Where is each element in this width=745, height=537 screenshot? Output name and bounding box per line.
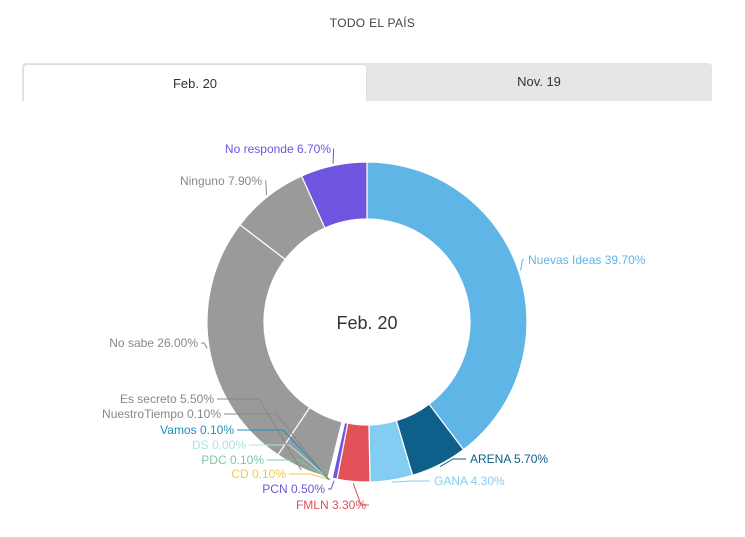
leader-line-pdc	[267, 459, 331, 481]
leader-line-vamos	[237, 429, 330, 480]
slice-labels: Nuevas Ideas 39.70% ARENA 5.70% GANA 4.30%…	[102, 142, 646, 512]
slice-label-es-secreto: Es secreto 5.50%	[120, 392, 214, 406]
tab-nov-19[interactable]: Nov. 19	[517, 74, 561, 89]
slice-label-vamos: Vamos 0.10%	[160, 423, 234, 437]
leader-line-no-responde	[332, 148, 335, 164]
donut-center-label: Feb. 20	[336, 313, 397, 333]
slice-label-pdc: PDC 0.10%	[201, 453, 264, 467]
slice-label-nuestrotiempo: NuestroTiempo 0.10%	[102, 407, 221, 421]
leader-line-nuevas-ideas	[520, 259, 524, 271]
leader-line-pcn	[328, 480, 335, 490]
leader-line-ds	[249, 444, 331, 481]
slice-label-ninguno: Ninguno 7.90%	[180, 174, 262, 188]
slice-label-no-sabe: No sabe 26.00%	[109, 336, 198, 350]
slice-label-gana: GANA 4.30%	[434, 474, 505, 488]
leader-line-es-secreto	[217, 398, 302, 471]
slice-label-arena: ARENA 5.70%	[470, 452, 548, 466]
leader-line-no-sabe	[201, 342, 208, 349]
leader-line-arena	[439, 458, 466, 468]
slice-label-ds: DS 0.00%	[192, 438, 246, 452]
slice-nuevas-ideas[interactable]	[366, 161, 528, 451]
leader-line-fmln	[352, 483, 369, 506]
slice-label-pcn: PCN 0.50%	[262, 482, 325, 496]
donut-slices	[206, 161, 528, 483]
slice-no-responde[interactable]	[300, 161, 368, 229]
leader-line-nuestrotiempo	[224, 413, 329, 480]
slice-label-no-responde: No responde 6.70%	[225, 142, 331, 156]
page-title: TODO EL PAÍS	[329, 16, 416, 30]
tab-feb-20[interactable]: Feb. 20	[23, 64, 367, 101]
leader-line-cd	[289, 473, 332, 481]
slice-label-cd: CD 0.10%	[231, 467, 286, 481]
slice-label-nuevas-ideas: Nuevas Ideas 39.70%	[528, 253, 646, 267]
tab-bar: Feb. 20 Nov. 19	[22, 63, 712, 101]
leader-line-ninguno	[265, 180, 268, 195]
leader-line-gana	[391, 480, 430, 483]
label-leader-lines	[201, 148, 524, 506]
slice-no-sabe[interactable]	[206, 223, 311, 456]
slice-label-fmln: FMLN 3.30%	[296, 498, 366, 512]
